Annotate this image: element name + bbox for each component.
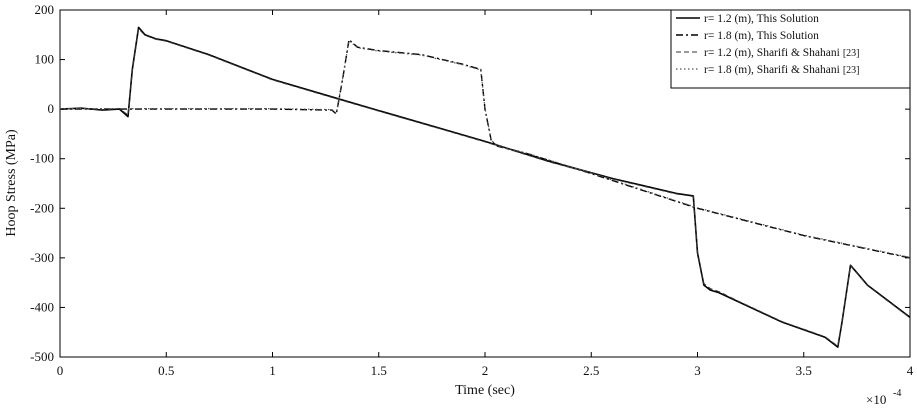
x-tick-label: 3 — [694, 363, 701, 378]
series-line-3 — [60, 28, 911, 347]
x-tick-label: 2 — [482, 363, 489, 378]
x-tick-label: 1.5 — [371, 363, 387, 378]
legend-box — [670, 9, 911, 89]
y-tick-label: -300 — [30, 250, 54, 265]
y-tick-label: -500 — [30, 349, 54, 364]
y-axis-label: Hoop Stress (MPa) — [4, 129, 19, 237]
x-multiplier-exponent: -4 — [893, 388, 901, 399]
y-tick-label: -100 — [30, 151, 54, 166]
y-tick-label: -400 — [30, 299, 54, 314]
legend-reference: [23] — [843, 48, 860, 59]
series-line-4 — [60, 40, 911, 258]
x-tick-label: 0 — [57, 363, 64, 378]
y-tick-label: 0 — [48, 101, 55, 116]
legend-entry: r= 1.2 (m), This Solution — [704, 13, 819, 25]
x-axis: 0 0.5 1 1.5 2 2.5 3 3.5 4 — [57, 10, 914, 378]
x-tick-label: 2.5 — [583, 363, 599, 378]
legend-entry: r= 1.8 (m), This Solution — [704, 30, 819, 42]
x-multiplier-base: ×10 — [866, 392, 886, 407]
x-multiplier: ×10 -4 — [866, 388, 901, 407]
legend-entry: r= 1.8 (m), Sharifi & Shahani [23] — [704, 64, 860, 76]
x-tick-label: 0.5 — [158, 363, 174, 378]
series-layer — [59, 26, 911, 348]
x-tick-label: 1 — [269, 363, 276, 378]
legend: r= 1.2 (m), This Solution r= 1.8 (m), Thi… — [670, 9, 911, 89]
legend-reference: [23] — [843, 65, 860, 76]
y-tick-label: 200 — [35, 2, 55, 17]
y-tick-label: -200 — [30, 200, 54, 215]
x-axis-label: Time (sec) — [455, 383, 515, 398]
x-tick-label: 4 — [907, 363, 914, 378]
x-tick-label: 3.5 — [796, 363, 812, 378]
legend-entry: r= 1.2 (m), Sharifi & Shahani [23] — [704, 47, 860, 59]
y-tick-label: 100 — [35, 52, 55, 67]
y-axis: 200 100 0 -100 -200 -300 -400 -500 — [30, 2, 910, 364]
